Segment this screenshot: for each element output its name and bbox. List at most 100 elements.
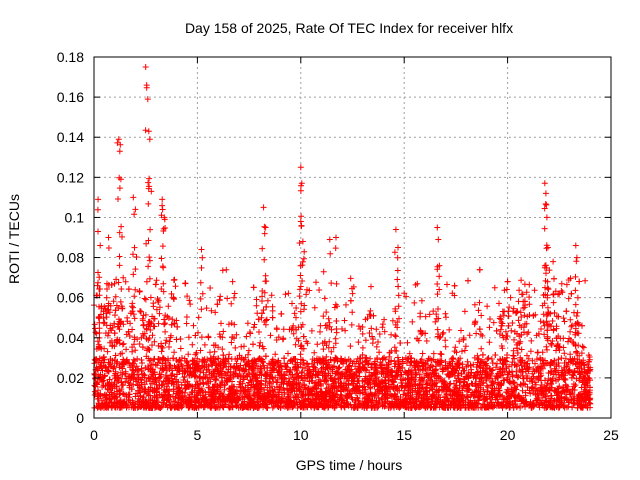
data-point (494, 399, 501, 406)
data-point (447, 380, 454, 387)
data-point (499, 308, 506, 315)
data-point (524, 331, 531, 337)
data-point (400, 375, 406, 382)
data-point (94, 366, 100, 373)
data-point (118, 379, 125, 386)
data-point (304, 340, 311, 347)
data-point (271, 403, 277, 410)
data-point (417, 391, 424, 398)
data-point (401, 290, 408, 297)
data-point (367, 355, 374, 362)
data-point (125, 328, 132, 335)
data-point (417, 310, 424, 317)
data-point (207, 285, 214, 291)
data-point (173, 371, 180, 378)
data-point (205, 333, 212, 340)
data-point (96, 319, 103, 326)
data-point (519, 382, 526, 388)
data-point (255, 385, 262, 392)
data-point (570, 339, 576, 346)
data-point (179, 355, 185, 361)
data-point (420, 366, 427, 373)
data-point (226, 385, 233, 392)
data-point (270, 400, 277, 407)
data-point (432, 373, 438, 380)
data-point (112, 368, 119, 375)
data-point (369, 397, 375, 404)
data-point (531, 287, 538, 294)
data-point (350, 380, 357, 387)
data-point (275, 357, 282, 364)
data-point (150, 315, 157, 322)
data-point (385, 361, 392, 368)
data-point (176, 390, 183, 397)
data-point (534, 396, 541, 403)
data-point (108, 400, 115, 407)
data-point (430, 350, 437, 357)
data-point (562, 395, 569, 401)
data-point (376, 331, 383, 337)
data-point (367, 307, 374, 314)
data-point (538, 372, 545, 379)
data-point (273, 326, 280, 333)
data-point (424, 370, 431, 377)
data-point (220, 364, 227, 371)
data-point (191, 361, 198, 368)
data-point (446, 326, 453, 333)
data-point (200, 357, 207, 364)
data-point (556, 374, 563, 381)
data-point (299, 364, 306, 371)
data-point (566, 335, 572, 342)
data-point (379, 387, 386, 394)
data-point (359, 330, 366, 337)
data-point (312, 395, 319, 402)
data-point (518, 277, 525, 284)
data-point (355, 339, 362, 346)
data-point (416, 362, 422, 369)
data-point (237, 373, 244, 380)
data-point (222, 401, 229, 408)
data-point (112, 352, 119, 359)
data-point (262, 353, 269, 360)
data-point (333, 318, 340, 324)
data-point (513, 309, 520, 316)
data-point (545, 286, 552, 293)
data-point (286, 378, 293, 385)
data-point (456, 338, 463, 345)
data-point (382, 374, 389, 381)
data-point (542, 393, 549, 400)
data-point (448, 395, 455, 402)
data-point (576, 391, 583, 398)
data-point (352, 369, 359, 376)
data-point (219, 392, 226, 399)
data-point (178, 397, 185, 404)
data-point (460, 401, 467, 408)
data-point (368, 325, 375, 332)
data-point (122, 370, 128, 377)
data-point (243, 333, 250, 340)
data-point (389, 317, 396, 324)
data-point (298, 397, 305, 404)
data-point (145, 366, 152, 373)
data-point (488, 356, 495, 362)
data-point (195, 329, 201, 336)
data-point (522, 320, 528, 327)
data-point (413, 371, 420, 378)
data-point (524, 352, 530, 359)
data-point (318, 382, 324, 389)
data-point (357, 355, 364, 362)
data-point (357, 390, 363, 397)
data-point (582, 277, 589, 284)
data-point (475, 355, 482, 362)
data-point (331, 404, 338, 411)
data-point (461, 347, 468, 354)
data-point (322, 322, 329, 329)
data-point (547, 368, 554, 375)
data-point (570, 393, 577, 400)
data-point (168, 332, 174, 339)
data-point (122, 278, 129, 285)
data-point (333, 355, 340, 362)
data-point (145, 392, 152, 399)
data-point (124, 314, 131, 321)
data-point (99, 367, 106, 374)
